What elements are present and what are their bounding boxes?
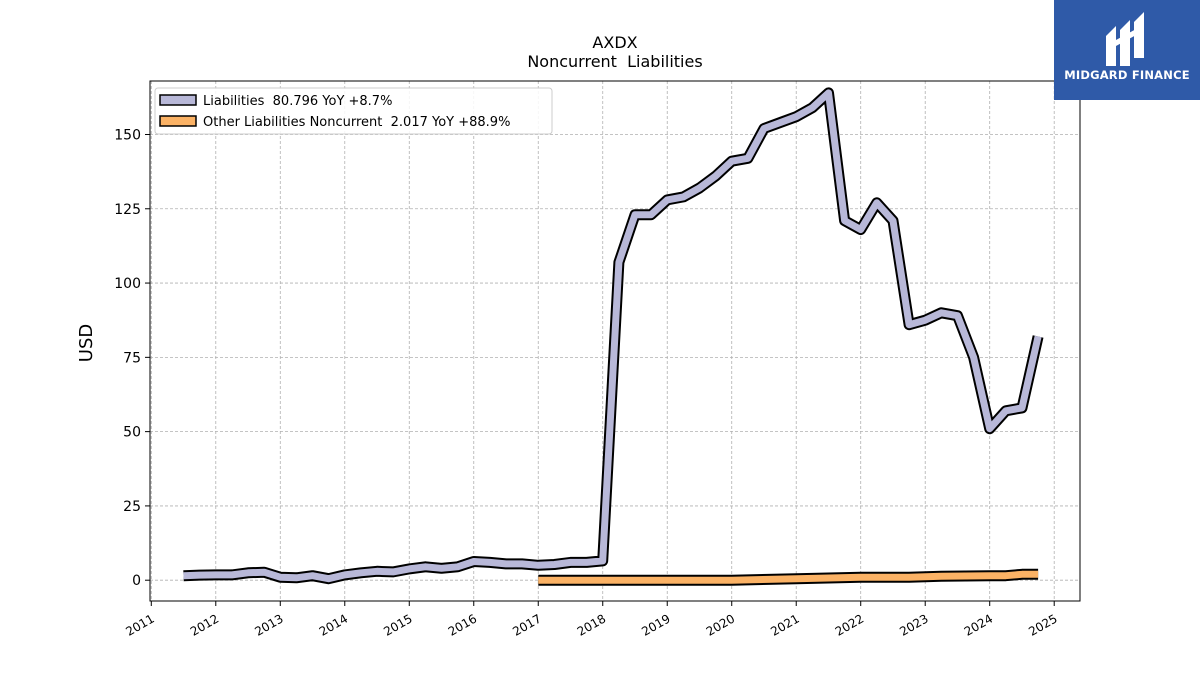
x-tick-label: 2012 — [188, 611, 221, 638]
x-tick-label: 2022 — [833, 611, 866, 638]
plot-frame — [149, 80, 1081, 602]
chart-title: AXDX — [592, 33, 637, 52]
legend-box — [154, 87, 553, 135]
x-tick-label: 2013 — [252, 611, 285, 638]
legend-label-other-liabilities: Other Liabilities Noncurrent 2.017 YoY +… — [203, 115, 510, 130]
legend-swatch-other-liabilities — [159, 115, 197, 127]
midgard-logo-icon — [1106, 12, 1144, 66]
x-tick-label: 2025 — [1026, 611, 1059, 638]
x-tick-label: 2019 — [639, 611, 672, 638]
x-tick-label: 2011 — [123, 611, 156, 638]
x-tick-label: 2016 — [446, 611, 479, 638]
y-tick-label: 150 — [114, 127, 141, 143]
x-tick-label: 2023 — [897, 611, 930, 638]
x-tick-label: 2021 — [768, 611, 801, 638]
series-line-liabilities — [183, 89, 1042, 583]
x-tick-label: 2015 — [381, 611, 414, 638]
y-tick-label: 100 — [114, 276, 141, 292]
grid-lines — [150, 81, 1080, 601]
series-layer — [183, 87, 1044, 586]
y-tick-label: 75 — [123, 350, 141, 366]
legend: Liabilities 80.796 YoY +8.7% Other Liabi… — [154, 87, 553, 135]
x-tick-label: 2017 — [510, 611, 543, 638]
y-axis-label: USD — [76, 324, 97, 362]
series-line-other-liabilities-noncurrent — [538, 570, 1039, 584]
y-tick-label: 25 — [123, 499, 141, 515]
y-tick-label: 0 — [132, 573, 141, 589]
chart-subtitle: Noncurrent Liabilities — [527, 52, 702, 71]
brand-logo: MIDGARD FINANCE — [1054, 0, 1200, 100]
legend-label-liabilities: Liabilities 80.796 YoY +8.7% — [203, 94, 392, 109]
x-tick-label: 2020 — [704, 611, 737, 638]
legend-swatch-liabilities — [159, 94, 197, 106]
brand-name: MIDGARD FINANCE — [1064, 68, 1190, 82]
x-tick-label: 2018 — [575, 611, 608, 638]
x-tick-label: 2024 — [962, 611, 995, 638]
y-tick-label: 125 — [114, 202, 141, 218]
x-tick-label: 2014 — [317, 611, 350, 638]
y-tick-label: 50 — [123, 425, 141, 441]
